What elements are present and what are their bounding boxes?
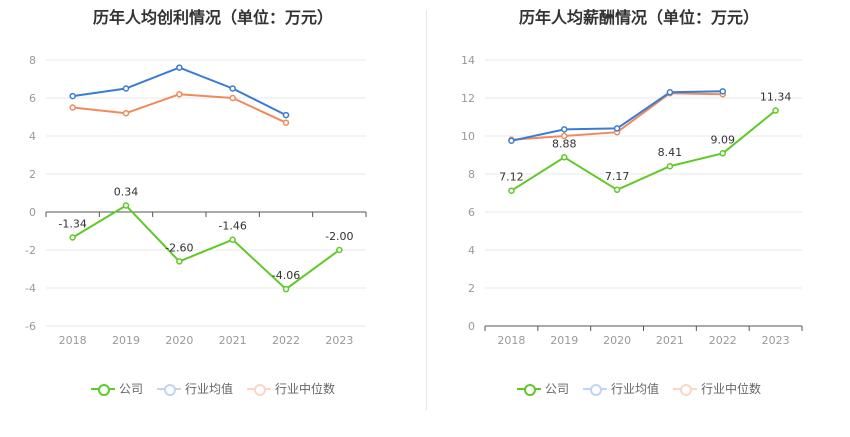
- data-point: [719, 150, 726, 157]
- data-label: -2.60: [165, 241, 193, 254]
- legend-label: 公司: [544, 382, 569, 396]
- legend-label: 行业均值: [610, 382, 659, 396]
- data-label: 7.17: [605, 170, 630, 183]
- data-label: 11.34: [760, 91, 792, 104]
- legend-item-company[interactable]: 公司: [516, 380, 569, 397]
- data-point: [122, 109, 130, 117]
- data-point: [122, 202, 130, 209]
- data-point: [69, 92, 76, 100]
- data-point: [69, 104, 76, 111]
- y-tick-label: 0: [29, 206, 36, 219]
- legend-label: 行业中位数: [275, 382, 336, 396]
- x-tick-label: 2022: [709, 334, 737, 347]
- y-tick-label: 8: [29, 54, 36, 67]
- legend-item-industry-mean[interactable]: 行业均值: [582, 380, 659, 397]
- data-point: [666, 162, 674, 170]
- data-label: 8.88: [552, 137, 577, 150]
- legend-label: 行业均值: [184, 382, 233, 396]
- legend-item-industry-median[interactable]: 行业中位数: [247, 380, 335, 397]
- y-tick-label: 6: [468, 206, 475, 219]
- data-point: [176, 64, 183, 71]
- legend-item-industry-mean[interactable]: 行业均值: [156, 380, 233, 397]
- data-point: [772, 107, 779, 114]
- data-label: -1.34: [58, 217, 86, 230]
- legend-item-company[interactable]: 公司: [90, 380, 143, 397]
- legend-line-marker-icon: [156, 382, 181, 396]
- data-label: -2.00: [325, 230, 353, 243]
- data-label: 7.12: [499, 171, 524, 184]
- y-tick-label: -2: [25, 244, 36, 257]
- y-tick-label: 14: [461, 54, 475, 67]
- x-tick-label: 2023: [325, 334, 353, 347]
- x-tick-label: 2021: [219, 334, 247, 347]
- profit-line-chart: -6 -4 -2 0 2 4 6 8 2018 2019 2020 2021 2022 2023 -1.34…: [25, 54, 367, 347]
- y-tick-label: 8: [468, 168, 475, 181]
- data-point: [229, 85, 236, 92]
- legend: 公司 行业均值 行业中位数: [0, 380, 426, 397]
- panel-divider: [426, 10, 427, 410]
- legend-line-marker-icon: [247, 382, 271, 396]
- y-tick-label: 2: [29, 168, 36, 181]
- legend-line-marker-icon: [673, 382, 697, 396]
- data-point: [336, 246, 343, 254]
- data-point: [122, 85, 130, 92]
- legend: 公司 行业均值 行业中位数: [428, 380, 850, 397]
- y-tick-label: -4: [25, 282, 36, 295]
- data-point: [561, 132, 568, 140]
- legend-line-marker-icon: [516, 382, 541, 396]
- data-point: [229, 236, 236, 243]
- data-point: [561, 154, 568, 161]
- chart-title: 历年人均薪酬情况（单位：万元）: [518, 8, 759, 27]
- data-point: [508, 137, 515, 144]
- data-label: -1.46: [218, 220, 246, 233]
- legend-line-marker-icon: [582, 382, 607, 396]
- data-point: [613, 125, 621, 132]
- legend-item-industry-median[interactable]: 行业中位数: [673, 380, 761, 397]
- y-tick-label: 4: [468, 244, 475, 257]
- x-tick-label: 2021: [656, 334, 684, 347]
- legend-label: 行业中位数: [701, 382, 762, 396]
- chart-panel-profit: 历年人均创利情况（单位：万元） -6 -4 -2 0 2 4 6 8 2018 2019 2020 2…: [0, 8, 426, 397]
- data-point: [176, 258, 183, 265]
- data-point: [229, 94, 236, 102]
- data-point: [282, 119, 290, 126]
- data-label: -4.06: [272, 269, 300, 282]
- x-tick-label: 2022: [272, 334, 300, 347]
- data-point: [719, 88, 726, 95]
- series-line: [72, 204, 340, 291]
- x-tick-label: 2019: [550, 334, 578, 347]
- legend-line-marker-icon: [90, 382, 115, 396]
- salary-line-chart: 0 2 4 6 8 10 12 14 2018 2019 2020 2021 2022 2023 7.12 8…: [461, 54, 803, 347]
- x-tick-label: 2023: [762, 334, 790, 347]
- data-point: [508, 187, 515, 194]
- chart-panel-salary: 历年人均薪酬情况（单位：万元） 0 2 4 6 8 10 12 14 2018 2019 2020 2…: [428, 0, 850, 437]
- x-tick-label: 2020: [603, 334, 631, 347]
- y-tick-label: 12: [461, 92, 475, 105]
- y-tick-label: 10: [461, 130, 475, 143]
- data-label: 0.34: [114, 186, 139, 199]
- data-point: [282, 285, 290, 293]
- series-line: [510, 109, 777, 192]
- data-point: [176, 90, 183, 98]
- x-tick-label: 2018: [497, 334, 525, 347]
- x-tick-label: 2018: [59, 334, 87, 347]
- x-tick-label: 2019: [112, 334, 140, 347]
- data-point: [282, 111, 290, 119]
- y-tick-label: -6: [25, 320, 36, 333]
- x-tick-label: 2020: [165, 334, 193, 347]
- legend-label: 公司: [118, 382, 143, 396]
- data-label: 9.09: [711, 133, 736, 146]
- data-label: 8.41: [658, 146, 683, 159]
- data-point: [666, 89, 674, 96]
- data-point: [613, 186, 621, 194]
- y-tick-label: 2: [468, 282, 475, 295]
- y-tick-label: 4: [29, 130, 36, 143]
- y-tick-label: 0: [468, 320, 475, 333]
- data-point: [69, 234, 76, 241]
- y-tick-label: 6: [29, 92, 36, 105]
- chart-title: 历年人均创利情况（单位：万元）: [92, 8, 333, 27]
- data-point: [561, 126, 568, 133]
